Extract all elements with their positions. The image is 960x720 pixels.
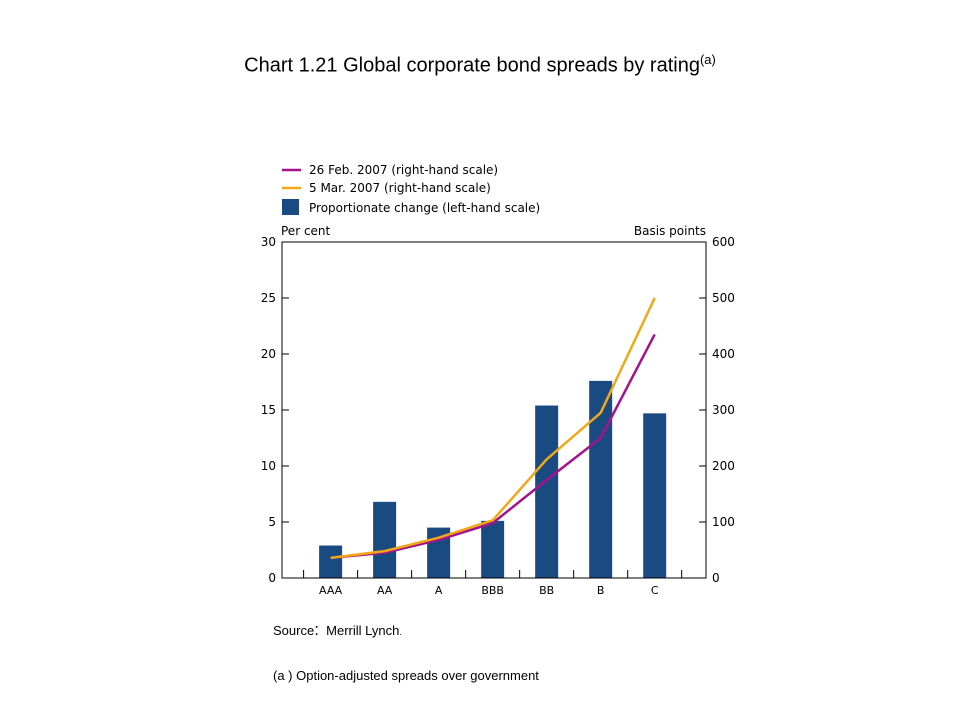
footnote: (a ) Option-adjusted spreads over govern… (273, 668, 539, 683)
left-axis-label: Per cent (281, 224, 331, 238)
x-tick-label: BB (539, 584, 554, 597)
bar-aa (373, 501, 397, 578)
legend: 26 Feb. 2007 (right-hand scale) 5 Mar. 20… (282, 163, 540, 215)
left-tick-label: 0 (268, 571, 276, 585)
source-colon: : (314, 620, 319, 639)
line-series-1 (330, 333, 656, 560)
right-tick-label: 500 (712, 291, 735, 305)
legend-label-3: Proportionate change (left-hand scale) (309, 201, 540, 215)
x-tick-label: B (597, 584, 605, 597)
left-tick-label: 10 (261, 459, 276, 473)
right-tick-label: 100 (712, 515, 735, 529)
line-series (330, 297, 656, 560)
x-tick-label: A (435, 584, 443, 597)
x-tick-label: AA (377, 584, 393, 597)
bar-bb (535, 405, 559, 578)
left-tick-label: 30 (261, 235, 276, 249)
bar-bbb (481, 520, 505, 578)
left-tick-label: 5 (268, 515, 276, 529)
legend-label-1: 26 Feb. 2007 (right-hand scale) (309, 163, 498, 177)
legend-label-2: 5 Mar. 2007 (right-hand scale) (309, 181, 491, 195)
bar-c (643, 413, 667, 578)
source-period: . (399, 627, 402, 637)
x-tick-label: AAA (319, 584, 343, 597)
right-tick-label: 200 (712, 459, 735, 473)
right-tick-label: 400 (712, 347, 735, 361)
source-note: Source: Merrill Lynch. (273, 620, 402, 640)
x-tick-label: BBB (481, 584, 504, 597)
bar-aaa (319, 545, 343, 578)
source-text: Merrill Lynch (326, 623, 400, 638)
legend-swatch-3 (282, 199, 299, 215)
source-label: Source (273, 623, 315, 638)
bar-series (319, 380, 667, 578)
chart-title-footnote-marker: (a) (699, 52, 716, 67)
right-tick-label: 0 (712, 571, 720, 585)
right-axis-label: Basis points (634, 224, 706, 238)
line-series-2 (330, 297, 656, 560)
left-tick-label: 25 (261, 291, 276, 305)
chart-title: Chart 1.21 Global corporate bond spreads… (0, 52, 960, 78)
chart-title-text: Chart 1.21 Global corporate bond spreads… (244, 54, 700, 77)
right-tick-label: 300 (712, 403, 735, 417)
left-tick-label: 20 (261, 347, 276, 361)
bar-b (589, 380, 613, 578)
left-tick-label: 15 (261, 403, 276, 417)
right-tick-label: 600 (712, 235, 735, 249)
x-tick-label: C (651, 584, 659, 597)
